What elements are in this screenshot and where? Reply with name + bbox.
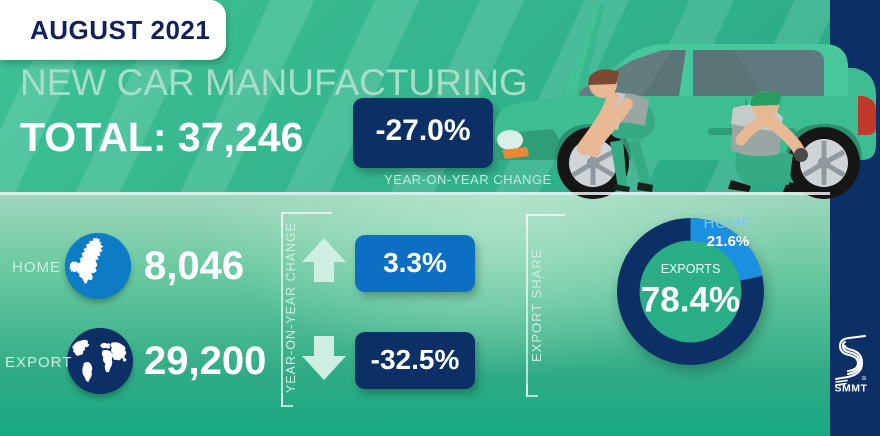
svg-text:EXPORTS: EXPORTS <box>661 262 721 276</box>
svg-text:®: ® <box>863 377 865 380</box>
svg-text:SMMT: SMMT <box>835 383 868 395</box>
svg-text:78.4%: 78.4% <box>641 281 740 320</box>
